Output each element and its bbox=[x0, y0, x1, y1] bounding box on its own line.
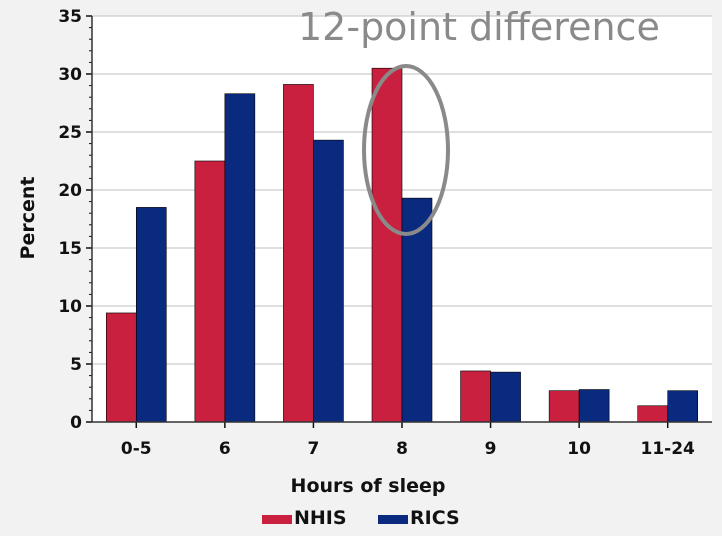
bar-nhis bbox=[283, 84, 314, 423]
x-axis-title: Hours of sleep bbox=[291, 475, 446, 497]
x-tick-label: 8 bbox=[396, 439, 408, 459]
axis-layer: 0 5 10 15 20 25 30 35 0-5 6 7 8 9 10 11-24 bbox=[58, 7, 712, 459]
y-tick-label: 25 bbox=[58, 123, 82, 143]
annotation-ellipse bbox=[362, 64, 450, 236]
bar-rics bbox=[490, 371, 521, 423]
legend-swatch-rics bbox=[378, 515, 408, 524]
y-axis-title: Percent bbox=[17, 177, 39, 260]
bar-nhis bbox=[194, 160, 226, 423]
x-tick-label: 0-5 bbox=[121, 439, 152, 459]
y-tick-label: 20 bbox=[58, 181, 82, 201]
bar-nhis bbox=[371, 67, 403, 423]
y-tick-label: 0 bbox=[70, 413, 82, 433]
annotation: 12-point difference bbox=[298, 5, 660, 236]
bar-rics bbox=[578, 389, 610, 423]
x-tick-label: 6 bbox=[219, 439, 231, 459]
bar-nhis bbox=[105, 312, 137, 423]
bar-nhis bbox=[460, 370, 491, 423]
legend: NHIS RICS bbox=[262, 507, 460, 529]
bar-nhis bbox=[548, 390, 580, 423]
y-tick-label: 30 bbox=[58, 65, 82, 85]
y-tick-label: 15 bbox=[58, 239, 82, 259]
x-tick-label: 7 bbox=[308, 439, 320, 459]
bar-rics bbox=[667, 390, 699, 423]
y-tick-label: 5 bbox=[70, 355, 82, 375]
bar-rics bbox=[224, 93, 256, 423]
bar-rics bbox=[313, 139, 344, 423]
y-tick-label: 10 bbox=[58, 297, 82, 317]
legend-swatch-nhis bbox=[262, 515, 292, 524]
x-tick-label: 10 bbox=[567, 439, 591, 459]
y-tick-label: 35 bbox=[58, 7, 82, 27]
legend-label-rics: RICS bbox=[410, 507, 460, 529]
bar-nhis bbox=[637, 405, 669, 423]
annotation-text: 12-point difference bbox=[298, 5, 660, 49]
x-tick-label: 11-24 bbox=[641, 439, 696, 459]
bar-rics bbox=[135, 207, 167, 423]
legend-label-nhis: NHIS bbox=[294, 507, 347, 529]
x-tick-label: 9 bbox=[485, 439, 497, 459]
